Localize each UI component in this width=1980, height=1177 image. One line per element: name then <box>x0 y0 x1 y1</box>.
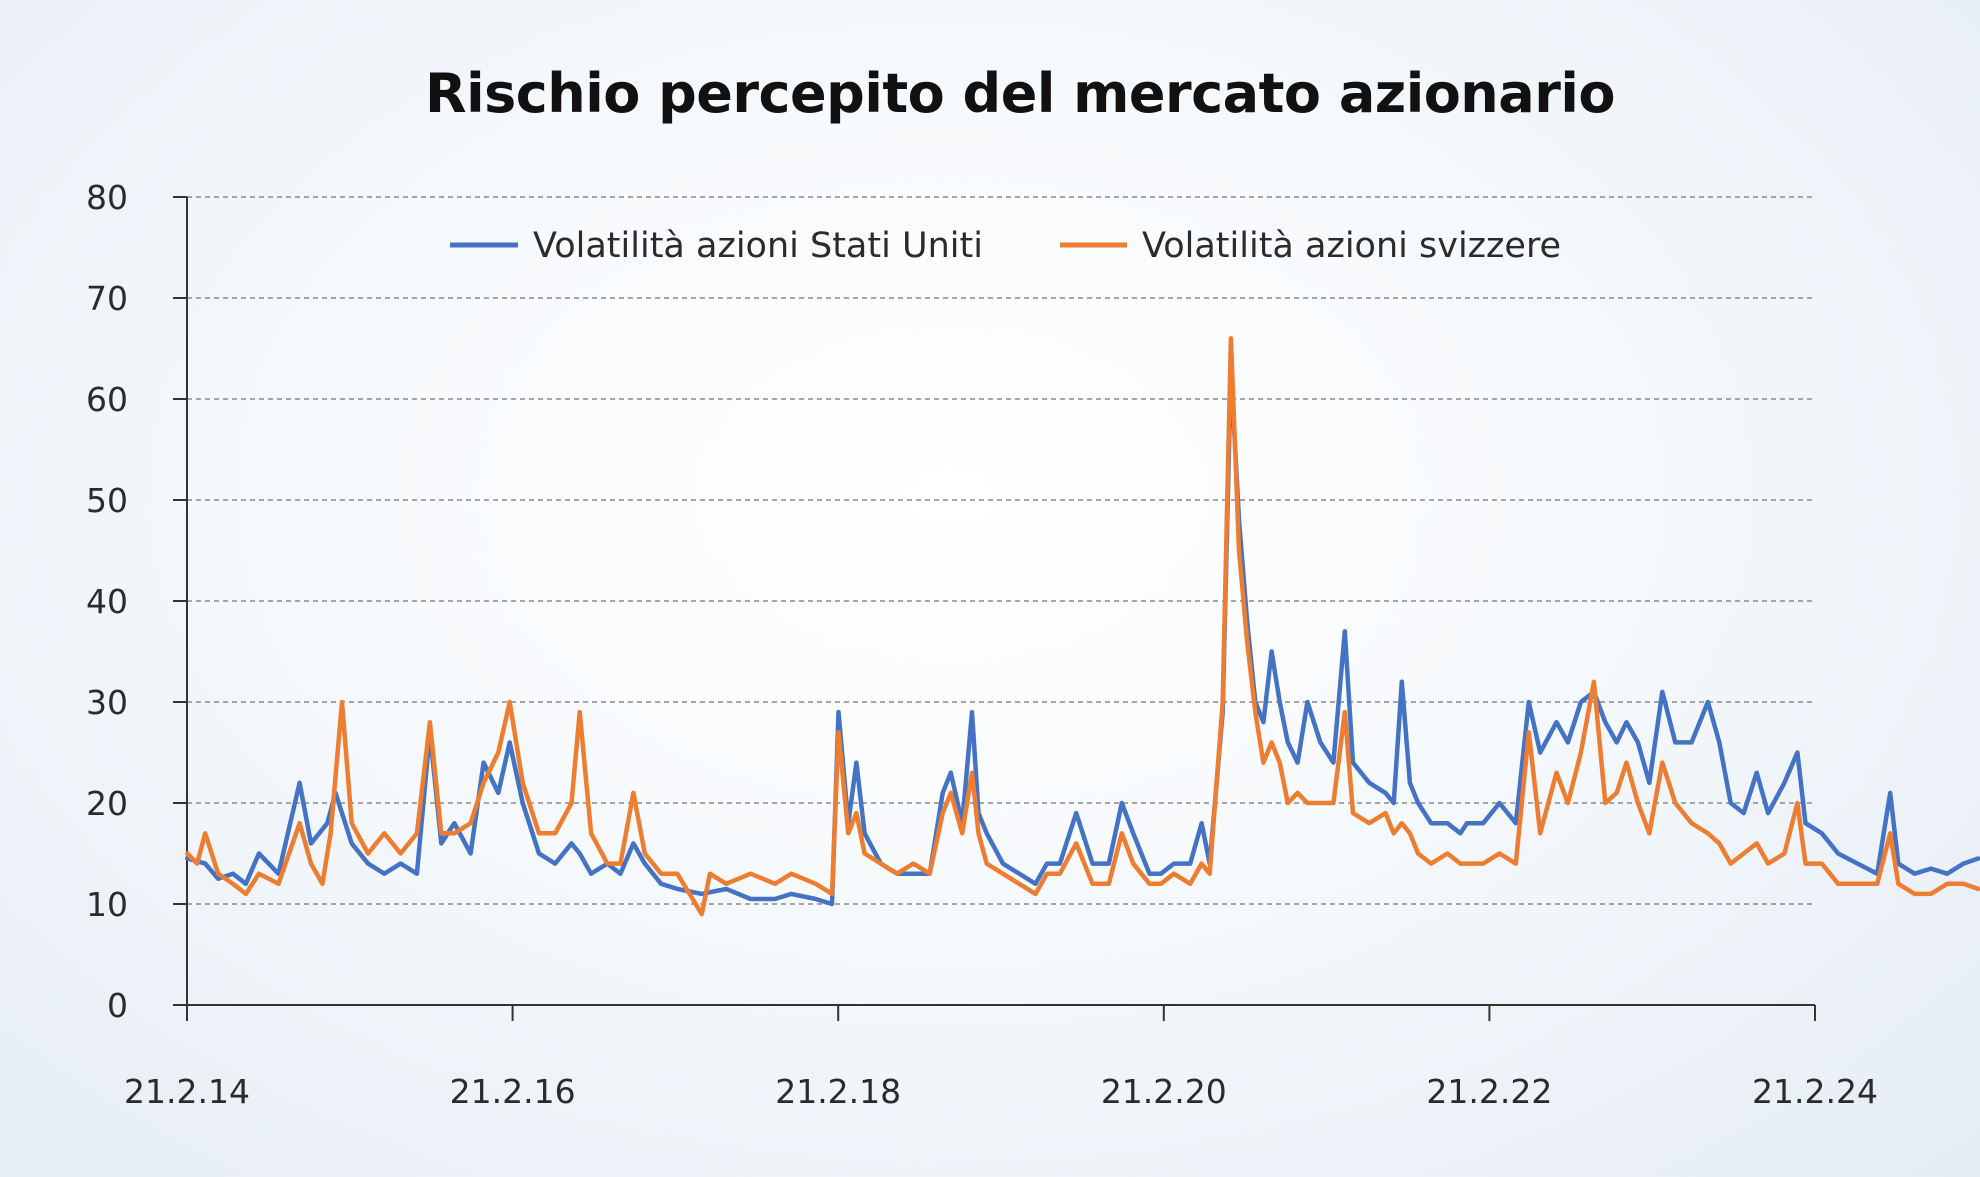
legend: Volatilità azioni Stati Uniti Volatilità… <box>450 226 1561 266</box>
series-line-ch <box>185 336 1980 917</box>
y-tick-label: 80 <box>86 178 128 217</box>
x-tick-label: 21.2.24 <box>1752 1072 1878 1111</box>
y-tick-labels: 0 10 20 30 40 50 60 70 80 <box>86 178 128 1025</box>
series-lines <box>185 336 1980 917</box>
y-tick-label: 10 <box>86 885 128 924</box>
y-tick-label: 40 <box>86 582 128 621</box>
x-tick-label: 21.2.14 <box>124 1072 250 1111</box>
y-tick-label: 60 <box>86 380 128 419</box>
y-tick-label: 70 <box>86 279 128 318</box>
series-line-us <box>185 366 1980 907</box>
x-tick-label: 21.2.16 <box>450 1072 576 1111</box>
axes <box>186 197 1815 1006</box>
chart-title: Rischio percepito del mercato azionario <box>425 62 1615 125</box>
y-tick-label: 20 <box>86 784 128 823</box>
legend-label-ch: Volatilità azioni svizzere <box>1142 226 1561 266</box>
x-tick-label: 21.2.22 <box>1426 1072 1552 1111</box>
gridlines <box>173 196 1815 1006</box>
x-tick-label: 21.2.18 <box>775 1072 901 1111</box>
y-tick-label: 0 <box>107 986 128 1025</box>
legend-label-us: Volatilità azioni Stati Uniti <box>533 226 983 266</box>
y-tick-label: 30 <box>86 683 128 722</box>
x-tick-label: 21.2.20 <box>1101 1072 1227 1111</box>
x-tick-labels: 21.2.14 21.2.16 21.2.18 21.2.20 21.2.22 21.2.… <box>124 1005 1878 1111</box>
y-tick-label: 50 <box>86 481 128 520</box>
